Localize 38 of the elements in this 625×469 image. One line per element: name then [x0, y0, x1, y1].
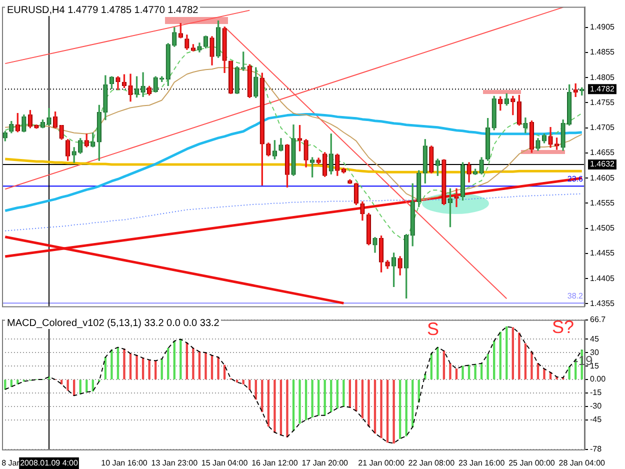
y-tick-label: 1.4755	[590, 98, 616, 107]
y-tick-label: 1.4805	[590, 72, 616, 82]
x-tick-label: 16 Jan 12:00	[252, 458, 298, 468]
y-tick-label: 1.4405	[590, 274, 616, 283]
x-tick-label: 15 Jan 04:00	[201, 458, 248, 468]
y-tick-label: -78	[590, 444, 602, 454]
y-tick-label: 1.4905	[590, 22, 616, 32]
ref-line-label: 1.4782	[590, 84, 616, 94]
x-tick-label: 23 Jan 16:00	[458, 458, 506, 468]
chart-title: EURUSD,H4 1.4779 1.4785 1.4770 1.4782	[5, 5, 200, 16]
y-tick-label: 1.4505	[590, 224, 616, 233]
chart-title: MACD_Colored_v102 (5,13,1) 33.2 0.0 0.0 33.2	[5, 318, 222, 329]
y-tick-label: 1.4605	[590, 173, 616, 182]
x-tick-label: 21 Jan 00:00	[358, 458, 405, 468]
y-tick-label: 0.00	[590, 374, 606, 384]
y-tick-label: -45	[590, 415, 602, 424]
y-tick-label: -30	[590, 402, 602, 411]
x-tick-label: 25 Jan 00:00	[508, 458, 556, 468]
y-tick-label: 1.4555	[590, 198, 616, 208]
x-tick-label: 2008.01.09 4:00	[20, 458, 78, 468]
x-tick-label: 10 Jan 16:00	[101, 458, 148, 468]
y-tick-label: 45	[590, 334, 600, 344]
x-tick-label: 28 Jan 04:00	[558, 458, 606, 468]
y-tick-label: 1.4655	[590, 148, 616, 158]
y-tick-label: 1.4855	[590, 48, 616, 57]
x-tick-label: 13 Jan 23:00	[151, 458, 198, 468]
y-tick-label: 66.7	[590, 315, 606, 324]
y-tick-label: 30	[590, 348, 600, 357]
y-tick-label: 1.4705	[590, 123, 616, 132]
x-tick-label: 17 Jan 20:00	[302, 458, 349, 468]
y-tick-label: 1.4355	[590, 298, 616, 308]
annotation: 38.2	[567, 291, 584, 300]
y-tick-label: 1.4455	[590, 248, 616, 258]
ref-line-label: 1.4632	[590, 160, 616, 169]
annotation: S	[427, 319, 440, 340]
y-tick-label: -15	[590, 388, 602, 398]
annotation: S?	[552, 317, 574, 338]
x-tick-label: 22 Jan 08:00	[408, 458, 456, 468]
